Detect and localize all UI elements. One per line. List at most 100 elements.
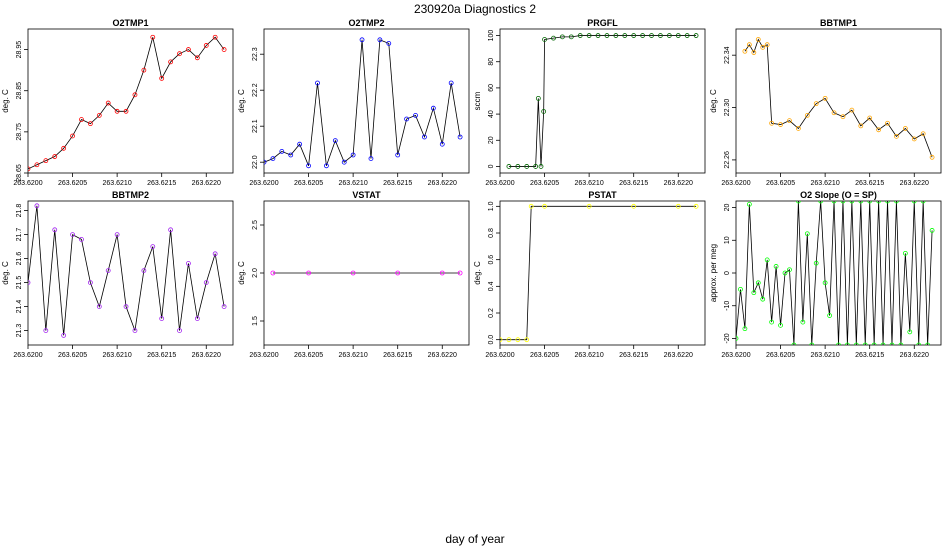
data-point [658, 33, 663, 38]
y-tick-label: 22.34 [724, 46, 731, 64]
data-point [413, 113, 418, 118]
data-point [87, 121, 93, 127]
data-point [760, 296, 766, 302]
x-tick-label: 263.6210 [575, 352, 604, 359]
x-tick-label: 263.6205 [58, 352, 87, 359]
data-point [359, 37, 365, 43]
data-point [141, 67, 147, 73]
data-point [925, 342, 931, 345]
data-point [738, 286, 743, 292]
data-point [395, 152, 401, 158]
data-point [853, 342, 859, 345]
data-point [631, 33, 637, 38]
x-tick-label: 263.6215 [147, 352, 176, 359]
data-point [840, 114, 846, 120]
chart-title: PSTAT [588, 190, 617, 200]
y-tick-label: 21.3 [16, 324, 23, 338]
x-tick-label: 263.6215 [855, 352, 884, 359]
data-point [898, 342, 904, 345]
data-point [506, 337, 512, 343]
x-tick-label: 263.6210 [103, 352, 132, 359]
x-tick-label: 263.6210 [103, 180, 132, 187]
data-point [404, 116, 410, 122]
data-point [43, 328, 49, 334]
data-point [114, 108, 120, 114]
data-point [894, 201, 899, 204]
y-tick-label: 0.0 [488, 335, 495, 345]
data-point [787, 118, 792, 124]
data-point [439, 141, 445, 147]
data-point [323, 163, 329, 169]
data-point [114, 232, 120, 238]
data-point [79, 117, 84, 122]
y-tick-label: 80 [488, 58, 495, 66]
series-o2tmp1 [28, 34, 227, 172]
data-point [430, 105, 436, 111]
data-point [613, 33, 619, 38]
data-point [894, 133, 899, 139]
data-point [911, 136, 917, 142]
data-point [693, 203, 699, 209]
y-tick-label: 28.95 [16, 41, 23, 59]
series-vstat [270, 270, 463, 276]
data-point [751, 290, 757, 296]
chart-o2tmp2: O2TMP2 deg. C 263.6200 263.6205 263.6210 263.… [237, 18, 470, 187]
data-point [341, 159, 347, 165]
x-tick-label: 263.6200 [13, 352, 42, 359]
y-axis-label: deg. C [1, 261, 10, 285]
x-tick-label: 263.6200 [249, 180, 278, 187]
data-point [791, 342, 797, 345]
data-point [795, 126, 801, 131]
y-axis-label: deg. C [237, 261, 246, 285]
data-point [876, 127, 882, 133]
data-point [586, 203, 592, 209]
data-point [515, 337, 521, 343]
series-line [264, 39, 461, 166]
y-tick-label: 0.4 [488, 281, 495, 291]
data-point [822, 95, 828, 101]
data-point [368, 156, 374, 162]
data-point [34, 162, 40, 168]
series-line [736, 201, 933, 345]
data-point [822, 280, 828, 286]
data-point [28, 166, 31, 172]
chart-o2-slope-o-sp: O2 Slope (O = SP) approx. per meg 263.6200… [709, 190, 942, 359]
plot-frame [27, 200, 234, 346]
data-point [506, 164, 512, 169]
data-point [836, 342, 841, 345]
data-point [297, 141, 303, 147]
x-tick-label: 263.6210 [575, 180, 604, 187]
y-axis-label: deg. C [1, 89, 10, 113]
data-point [270, 156, 276, 162]
data-point [524, 164, 530, 169]
data-point [315, 80, 320, 86]
data-point [34, 203, 40, 209]
series-o2-slope-o-sp [736, 201, 935, 345]
data-point [105, 268, 111, 274]
y-axis-label: approx. per meg [709, 244, 718, 302]
series-o2tmp2 [264, 37, 463, 169]
x-tick-label: 263.6200 [485, 180, 514, 187]
x-tick-label: 263.6200 [249, 352, 278, 359]
x-tick-label: 263.6210 [339, 180, 368, 187]
data-point [28, 280, 31, 285]
data-point [500, 337, 503, 343]
x-tick-label: 263.6215 [619, 180, 648, 187]
x-tick-label: 263.6220 [192, 180, 221, 187]
data-point [177, 51, 182, 57]
data-point [787, 267, 792, 273]
series-bbtmp1 [742, 37, 935, 160]
series-line [508, 35, 697, 167]
y-tick-label: 22.3 [252, 47, 259, 61]
y-tick-label: 100 [488, 30, 495, 42]
data-point [568, 34, 574, 40]
data-point [203, 43, 209, 48]
data-point [675, 203, 681, 209]
data-point [87, 280, 93, 286]
data-point [813, 101, 819, 107]
data-point [858, 123, 864, 129]
x-tick-label: 263.6215 [619, 352, 648, 359]
x-tick-label: 263.6200 [13, 180, 42, 187]
x-tick-label: 263.6200 [485, 352, 514, 359]
